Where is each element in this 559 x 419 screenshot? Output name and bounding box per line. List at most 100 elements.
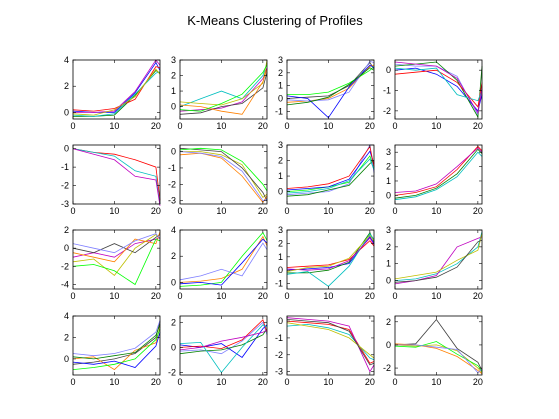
panel-background (395, 230, 482, 289)
series-line (179, 324, 268, 374)
series-line (72, 234, 161, 254)
series-group (286, 60, 375, 119)
x-tick-label: 10 (216, 206, 226, 216)
series-group (179, 231, 268, 287)
series-group (286, 317, 375, 373)
y-tick-label: -1 (275, 333, 283, 343)
x-tick-label: 0 (177, 121, 182, 131)
y-tick-label: 0 (386, 190, 391, 200)
panel-background (287, 316, 374, 375)
panel-cluster-4: 0 10 20 -2 -1 0 (383, 59, 483, 131)
series-group (286, 143, 375, 197)
panel-frame (72, 144, 161, 205)
series-line (287, 66, 375, 95)
panel-cluster-2: 0 10 20 0 1 2 3 (171, 55, 268, 131)
series-line (72, 328, 161, 370)
y-tick-label: -2 (168, 367, 176, 377)
y-tick-label: -3 (61, 199, 69, 209)
y-tick-label: 4 (64, 311, 69, 321)
panel-frame (286, 144, 375, 205)
panel-frame (179, 229, 268, 290)
y-tick-label: 2 (171, 71, 176, 81)
series-line (286, 150, 375, 191)
y-tick-label: 3 (278, 225, 283, 235)
panel-frame (72, 315, 161, 376)
series-line (72, 238, 161, 286)
x-tick-label: 0 (177, 377, 182, 387)
panel-frame (286, 229, 375, 290)
series-line (72, 320, 161, 357)
x-tick-label: 20 (365, 291, 375, 301)
series-line (179, 242, 268, 281)
x-tick-label: 20 (473, 377, 483, 387)
y-tick-label: 1 (171, 86, 176, 96)
series-line (179, 328, 268, 355)
series-line (179, 319, 268, 350)
series-group (394, 231, 483, 285)
x-tick-label: 0 (177, 291, 182, 301)
y-tick-label: -2 (383, 106, 391, 116)
series-group (179, 147, 268, 204)
panel-cluster-8: 0 10 20 0 1 2 3 (386, 144, 483, 216)
panel-cluster-1: 0 10 20 0 2 4 (64, 55, 161, 131)
series-group (72, 59, 161, 117)
x-tick-label: 20 (473, 121, 483, 131)
y-tick-label: 1 (278, 252, 283, 262)
series-line (286, 160, 375, 197)
x-tick-label: 10 (216, 291, 226, 301)
series-line (179, 147, 268, 192)
series-line (286, 67, 375, 106)
panel-cluster-13: 0 10 20 0 2 4 (64, 311, 161, 387)
y-tick-label: 2 (64, 81, 69, 91)
x-tick-label: 10 (323, 291, 333, 301)
panel-frame (179, 144, 268, 205)
series-line (72, 331, 161, 368)
panel-background (395, 145, 482, 204)
series-group (286, 231, 375, 287)
y-tick-label: -1 (275, 106, 283, 116)
x-tick-label: 20 (258, 291, 268, 301)
panel-background (73, 316, 160, 375)
x-tick-label: 10 (323, 377, 333, 387)
y-tick-label: -2 (61, 181, 69, 191)
panel-cluster-15: 0 10 20 -3 -2 -1 0 (275, 315, 375, 387)
x-tick-label: 10 (323, 121, 333, 131)
series-line (72, 324, 161, 360)
y-tick-label: 0 (386, 340, 391, 350)
series-line (394, 69, 483, 108)
x-tick-label: 10 (109, 121, 119, 131)
series-line (72, 321, 161, 365)
y-tick-label: 2 (386, 317, 391, 327)
y-tick-label: 2 (386, 162, 391, 172)
y-tick-label: 0 (171, 277, 176, 287)
y-tick-label: 2 (278, 68, 283, 78)
series-line (72, 326, 161, 371)
x-tick-label: 20 (365, 121, 375, 131)
panel-background (287, 230, 374, 289)
x-tick-label: 20 (151, 291, 161, 301)
series-line (179, 231, 268, 287)
series-group (179, 319, 268, 374)
x-tick-label: 10 (431, 291, 441, 301)
x-tick-label: 0 (284, 377, 289, 387)
x-tick-label: 10 (109, 377, 119, 387)
panel-cluster-6: 0 10 20 -3 -2 -1 0 (168, 144, 268, 216)
y-tick-label: 1 (278, 171, 283, 181)
series-line (394, 239, 483, 283)
y-tick-label: 1 (386, 176, 391, 186)
x-tick-label: 0 (284, 291, 289, 301)
series-line (286, 64, 375, 103)
y-tick-label: -1 (168, 163, 176, 173)
panel-frame (394, 144, 483, 205)
series-line (72, 148, 161, 206)
chart-title: K-Means Clustering of Profiles (187, 13, 363, 28)
series-line (394, 151, 483, 201)
panel-background (180, 60, 267, 119)
series-line (286, 234, 375, 272)
y-tick-label: 4 (171, 225, 176, 235)
series-line (179, 329, 268, 351)
series-line (179, 151, 268, 202)
x-tick-label: 20 (151, 377, 161, 387)
x-tick-label: 10 (109, 206, 119, 216)
x-tick-label: 20 (258, 206, 268, 216)
